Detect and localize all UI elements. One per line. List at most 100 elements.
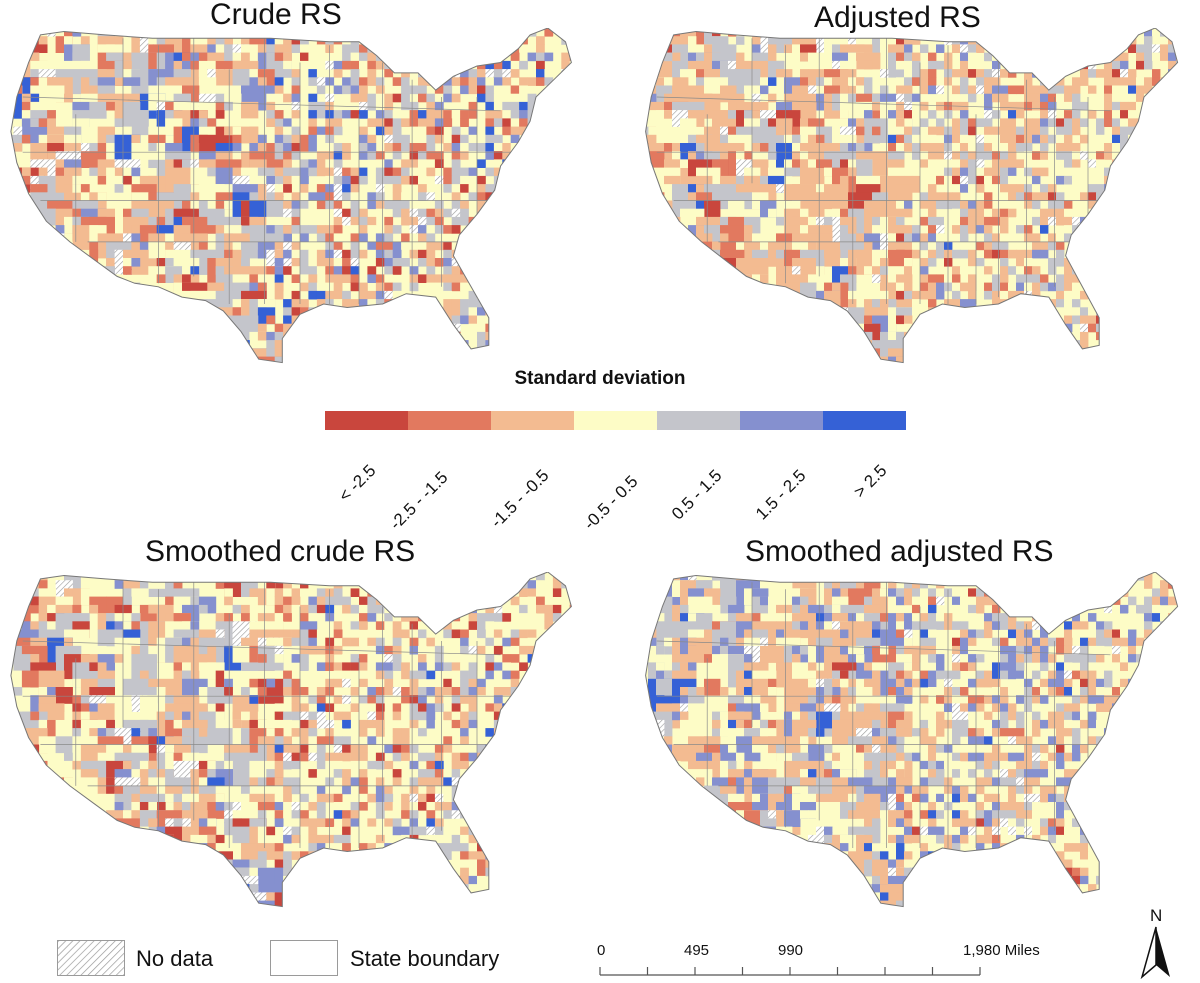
county-cell <box>1104 28 1113 37</box>
county-cell <box>418 77 427 86</box>
county-cell <box>224 249 233 259</box>
county-cell <box>578 77 587 86</box>
county-cell <box>510 216 520 226</box>
county-cell <box>55 621 65 630</box>
county-cell <box>291 69 301 78</box>
county-cell <box>569 307 572 316</box>
county-cell <box>97 192 107 201</box>
county-cell <box>274 613 284 622</box>
county-cell <box>359 637 368 647</box>
county-cell <box>89 274 115 300</box>
county-cell <box>768 348 785 363</box>
county-cell <box>1176 175 1178 185</box>
county-cell <box>912 101 921 111</box>
county-cell <box>13 208 31 226</box>
county-cell <box>409 85 419 95</box>
county-cell <box>460 307 469 316</box>
county-cell <box>47 274 65 292</box>
county-cell <box>401 785 410 795</box>
county-cell <box>1040 216 1049 226</box>
county-cell <box>896 208 905 218</box>
county-cell <box>367 28 377 37</box>
county-cell <box>1008 266 1017 275</box>
county-cell <box>72 678 82 688</box>
county-cell <box>960 151 969 160</box>
county-cell <box>587 176 595 185</box>
county-cell <box>1008 151 1017 160</box>
county-cell <box>544 331 554 341</box>
county-cell <box>645 290 649 300</box>
county-cell <box>148 728 158 737</box>
county-cell <box>872 216 881 226</box>
county-cell <box>569 752 572 762</box>
county-cell <box>864 266 873 275</box>
county-cell <box>97 299 115 316</box>
county-cell <box>888 192 897 201</box>
county-cell <box>266 101 276 111</box>
county-cell <box>527 28 537 37</box>
county-cell <box>148 348 158 357</box>
county-cell <box>1176 85 1178 95</box>
county-cell <box>527 356 537 363</box>
county-cell <box>928 60 937 70</box>
county-cell <box>1152 175 1161 185</box>
county-cell <box>1192 77 1200 86</box>
county-cell <box>165 744 174 754</box>
county-cell <box>38 580 48 589</box>
county-cell <box>452 365 461 373</box>
county-cell <box>1000 143 1009 152</box>
county-cell <box>928 126 937 136</box>
county-cell <box>443 282 453 292</box>
county-cell <box>375 52 385 62</box>
county-cell <box>1032 184 1041 193</box>
county-cell <box>114 629 124 639</box>
county-cell <box>1136 52 1145 62</box>
county-cell <box>182 711 191 721</box>
county-cell <box>920 44 929 53</box>
county-cell <box>569 118 572 127</box>
county-cell <box>418 654 427 663</box>
county-cell <box>502 323 512 333</box>
county-cell <box>477 331 486 341</box>
county-cell <box>1176 151 1178 160</box>
county-cell <box>1144 208 1153 218</box>
county-cell <box>1016 348 1025 357</box>
county-cell <box>1120 101 1129 111</box>
county-cell <box>944 28 953 37</box>
county-cell <box>97 662 107 671</box>
county-cell <box>976 258 985 267</box>
county-cell <box>300 134 309 144</box>
county-cell <box>333 728 343 737</box>
county-cell <box>451 143 461 152</box>
county-cell <box>1176 192 1178 201</box>
county-cell <box>1064 356 1073 363</box>
county-cell <box>477 678 486 688</box>
county-cell <box>510 101 520 111</box>
county-cell <box>375 282 385 292</box>
county-cell <box>392 192 402 201</box>
county-cell <box>944 36 953 45</box>
county-cell <box>519 604 528 614</box>
county-cell <box>274 736 284 745</box>
county-cell <box>536 348 545 357</box>
county-cell <box>375 28 385 37</box>
county-cell <box>968 258 977 267</box>
county-cell <box>1056 290 1065 300</box>
county-cell <box>384 348 394 357</box>
county-cell <box>1088 110 1097 119</box>
county-cell <box>784 299 809 325</box>
county-cell <box>1088 225 1097 234</box>
county-cell <box>443 744 453 754</box>
county-cell <box>376 365 385 373</box>
county-cell <box>928 28 937 37</box>
county-cell <box>1024 282 1033 292</box>
county-cell <box>274 572 284 581</box>
county-cell <box>1072 126 1081 136</box>
county-cell <box>333 216 343 226</box>
county-cell <box>114 69 124 78</box>
county-cell <box>148 604 158 614</box>
county-cell <box>1120 118 1129 127</box>
county-cell <box>656 36 665 45</box>
county-cell <box>1024 167 1033 177</box>
county-cell <box>38 118 48 127</box>
